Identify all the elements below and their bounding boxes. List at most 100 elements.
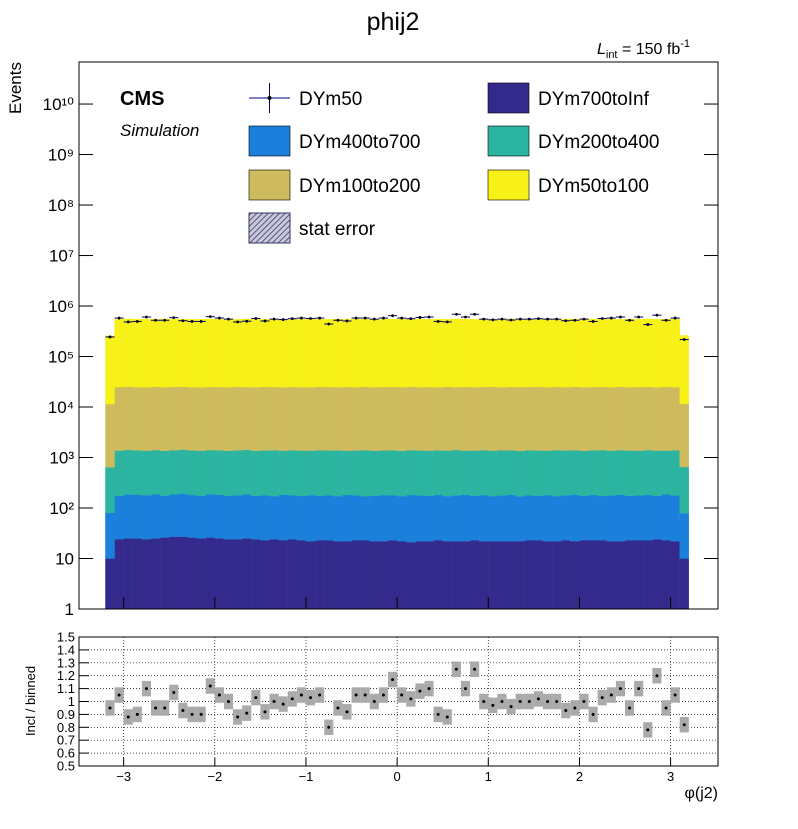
stack-bar [251,318,261,388]
stack-bar [251,387,261,451]
lumi-sub: int [606,49,618,61]
ratio-point [318,693,322,697]
ratio-point [564,709,568,713]
y-tick-label: 10⁵ [48,348,74,367]
stack-bar [606,450,617,496]
stack-bar [114,386,124,451]
stack-bar [278,494,288,541]
ratio-point [117,693,121,697]
stack-bar [624,450,635,496]
stack-bar [551,495,562,542]
data-point [126,320,130,324]
stack-bar [214,319,225,388]
data-point [327,322,331,326]
stack-bar [123,494,133,539]
stack-bar [150,449,161,495]
ratio-point [555,700,559,703]
stack-bar [351,450,361,496]
stack-bar [588,386,598,451]
stack-bar [105,403,115,468]
stack-bar [460,494,471,542]
stack-bar [406,542,416,610]
stack-bar [588,318,598,388]
y-tick-label: 0.5 [57,759,75,774]
stack-bar [679,335,689,404]
stack-bar [269,386,279,451]
stack-bar [570,494,580,542]
ratio-point [482,700,486,703]
stack-bar [242,386,252,451]
stack-bar [287,495,298,540]
stack-bar [360,386,370,451]
stack-bar [269,495,279,540]
ratio-point [400,693,404,697]
ratio-point [436,712,440,716]
y-tick-label: 1.1 [57,681,75,696]
data-point [190,320,194,323]
ratio-point [363,693,367,697]
stack-bar [187,386,197,451]
stack-bar [661,494,671,541]
x-tick-label: 2 [576,769,583,784]
x-tick-label: −3 [116,769,131,784]
data-point [208,315,212,319]
stack-bar [488,450,498,497]
y-tick-label: 10⁴ [48,398,74,417]
stack-bar [342,494,352,542]
data-point [336,318,340,322]
stack-bar [615,541,626,610]
stack-bar [132,386,143,451]
stack-bar [269,539,279,610]
stack-bar [551,450,562,497]
stack-bar [342,319,352,388]
data-point [619,315,622,319]
stack-bar [123,538,133,610]
ratio-point [154,706,158,710]
data-point [254,317,258,320]
stack-bar [652,495,662,540]
stack-bar [333,318,343,388]
stack-bar [515,386,525,452]
stack-bar [223,539,234,610]
stack-bar [542,318,553,388]
stack-bar [269,450,279,497]
stack-bar [588,450,598,496]
stack-bar [661,318,671,387]
ratio-point [418,689,422,693]
legend-swatch [487,169,530,201]
stack-bar [624,495,635,541]
ratio-point [445,715,449,719]
legend-marker [267,96,272,100]
stack-bar [333,387,343,451]
stack-bar [415,318,425,388]
stack-bar [232,386,243,451]
stack-bar [524,450,535,496]
stack-bar [251,450,261,497]
stack-bar [643,540,653,610]
data-point [655,313,659,317]
stack-bar [287,539,298,610]
legend-swatch [248,212,291,244]
ratio-point [391,678,395,682]
stack-bar [351,318,361,388]
stack-bar [442,495,452,542]
ratio-point [427,687,431,691]
lumi-sup: -1 [680,38,690,50]
stack-bar [369,450,380,497]
y-tick-label: 10² [49,499,74,518]
stack-bar [314,450,325,496]
stack-bar [378,541,389,610]
x-tick-label: 1 [485,769,492,784]
stack-bar [123,318,133,387]
stack-bar [369,495,380,542]
data-point [145,315,148,319]
stack-bar [296,495,307,541]
ratio-point [646,728,650,732]
stack-bar [214,386,225,451]
stack-bar [524,386,535,451]
ratio-point [172,690,176,694]
stack-bar [679,466,689,514]
ratio-point [682,723,686,727]
stack-bar [433,318,443,388]
